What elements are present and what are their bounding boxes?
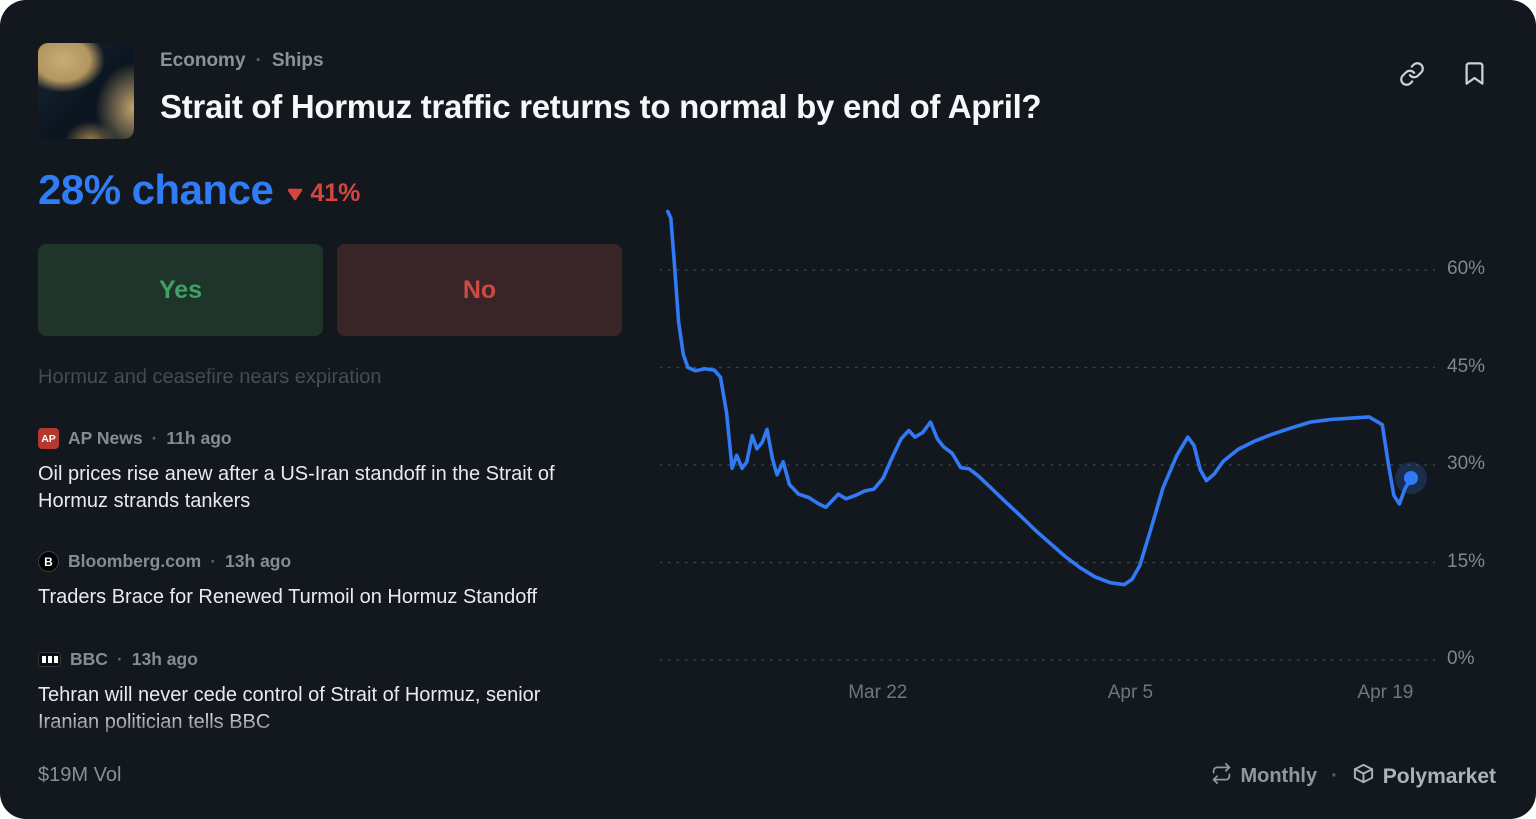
footer-separator: · bbox=[1331, 765, 1338, 787]
y-axis-label: 30% bbox=[1447, 453, 1486, 474]
chance-change: 41% bbox=[287, 179, 360, 208]
chart-x-axis: Mar 22 Apr 5 Apr 19 bbox=[660, 682, 1435, 708]
volume-label: $19M Vol bbox=[38, 764, 122, 786]
meta-separator: · bbox=[151, 428, 158, 448]
chance-percent: 28% bbox=[38, 166, 121, 213]
yes-button[interactable]: Yes bbox=[38, 244, 323, 336]
copy-link-icon bbox=[1399, 61, 1425, 90]
meta-separator: · bbox=[116, 649, 123, 669]
price-chart[interactable] bbox=[659, 186, 1436, 666]
x-axis-label: Apr 5 bbox=[1107, 682, 1154, 703]
no-button[interactable]: No bbox=[337, 244, 622, 336]
x-axis-label: Apr 19 bbox=[1357, 682, 1414, 703]
news-headline[interactable]: Traders Brace for Renewed Turmoil on Hor… bbox=[38, 586, 538, 608]
chance-change-value: 41% bbox=[310, 178, 361, 207]
bookmark-icon bbox=[1461, 60, 1488, 90]
breadcrumb-ships[interactable]: Ships bbox=[271, 50, 324, 71]
copy-link-button[interactable] bbox=[1395, 57, 1429, 94]
news-source[interactable]: AP News bbox=[68, 428, 143, 448]
news-source[interactable]: Bloomberg.com bbox=[68, 551, 202, 571]
chance-row: 28% chance 41% bbox=[38, 166, 360, 214]
breadcrumb: Economy · Ships bbox=[160, 50, 324, 72]
page-title: Strait of Hormuz traffic returns to norm… bbox=[160, 88, 1042, 125]
chance-label: chance bbox=[131, 166, 274, 213]
polymarket-logo-icon bbox=[1352, 762, 1375, 791]
y-axis-label: 45% bbox=[1447, 355, 1486, 377]
footer-right: Monthly · Polymarket bbox=[1211, 762, 1496, 791]
bookmark-button[interactable] bbox=[1457, 56, 1492, 94]
down-arrow-icon bbox=[287, 179, 303, 208]
x-axis-label: Mar 22 bbox=[848, 682, 908, 703]
market-thumbnail-image bbox=[38, 43, 134, 139]
news-time: 13h ago bbox=[225, 551, 292, 571]
polymarket-wordmark: Polymarket bbox=[1382, 764, 1496, 788]
news-item: AP AP News · 11h ago Oil prices rise ane… bbox=[38, 428, 630, 515]
y-axis-label: 60% bbox=[1447, 258, 1486, 279]
news-meta: BBC · 13h ago bbox=[38, 649, 630, 670]
news-meta: AP AP News · 11h ago bbox=[38, 428, 630, 449]
polymarket-brand[interactable]: Polymarket bbox=[1352, 762, 1496, 791]
chance-value: 28% chance bbox=[38, 166, 274, 214]
bbc-logo-icon bbox=[38, 652, 61, 667]
repeat-icon bbox=[1211, 763, 1232, 790]
y-axis-label: 15% bbox=[1447, 550, 1486, 572]
bloomberg-logo-icon: B bbox=[38, 551, 59, 572]
current-price-marker bbox=[1404, 471, 1418, 485]
header-actions bbox=[1395, 56, 1492, 94]
ap-news-logo-icon: AP bbox=[38, 428, 59, 449]
bet-buttons: Yes No bbox=[38, 244, 622, 336]
y-axis-label: 0% bbox=[1447, 648, 1475, 669]
news-time: 13h ago bbox=[131, 649, 198, 669]
interval-toggle[interactable]: Monthly bbox=[1211, 763, 1317, 790]
price-line bbox=[666, 209, 1413, 587]
meta-separator: · bbox=[210, 551, 217, 571]
breadcrumb-economy[interactable]: Economy bbox=[160, 50, 246, 71]
breadcrumb-separator: · bbox=[255, 50, 262, 71]
chart-y-axis: 60% 45% 30% 15% 0% bbox=[1447, 186, 1533, 669]
interval-label: Monthly bbox=[1240, 765, 1318, 787]
news-meta: B Bloomberg.com · 13h ago bbox=[38, 551, 630, 572]
news-time: 11h ago bbox=[166, 428, 232, 448]
faded-headline[interactable]: Hormuz and ceasefire nears expiration bbox=[38, 366, 382, 388]
news-source[interactable]: BBC bbox=[70, 649, 108, 669]
news-headline[interactable]: Oil prices rise anew after a US-Iran sta… bbox=[38, 463, 555, 512]
news-item: BBC · 13h ago Tehran will never cede con… bbox=[38, 649, 630, 736]
news-item: B Bloomberg.com · 13h ago Traders Brace … bbox=[38, 551, 630, 611]
news-headline[interactable]: Tehran will never cede control of Strait… bbox=[38, 684, 541, 733]
